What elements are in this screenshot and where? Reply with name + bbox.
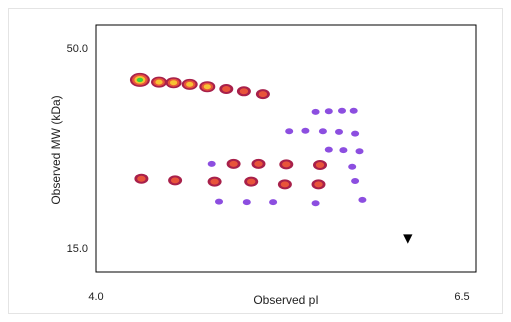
spot-10 [324, 108, 333, 115]
spot-5 [199, 81, 216, 93]
spot-6 [219, 84, 234, 94]
spot-38 [358, 196, 367, 203]
spots-layer [129, 72, 367, 207]
spot-21 [207, 160, 216, 167]
spot-17 [351, 130, 360, 137]
spot-9 [311, 108, 320, 115]
spot-7 [236, 86, 251, 97]
triangle-marker-icon: ▼ [400, 231, 416, 248]
spot-1 [129, 72, 150, 87]
spot-11 [338, 107, 346, 114]
spot-18 [324, 146, 333, 153]
spot-2 [151, 76, 167, 88]
spot-20 [355, 148, 364, 155]
spot-25 [313, 160, 327, 170]
spot-36 [269, 199, 278, 206]
spot-24 [279, 159, 294, 170]
x-tick-label-left: 4.0 [88, 291, 103, 303]
spot-27 [134, 173, 149, 184]
y-tick-label-bottom: 15.0 [67, 243, 88, 255]
spot-22 [226, 158, 241, 169]
spot-12 [349, 107, 358, 114]
spot-29 [207, 176, 222, 187]
spot-37 [311, 200, 320, 207]
spot-14 [301, 127, 310, 134]
y-tick-label-top: 50.0 [67, 43, 88, 55]
spot-8 [255, 89, 270, 100]
spot-16 [335, 128, 343, 135]
spot-23 [251, 158, 266, 169]
spot-35 [242, 199, 251, 206]
spot-31 [277, 179, 292, 190]
spot-19 [339, 147, 348, 154]
spot-4 [181, 78, 198, 90]
spot-33 [351, 178, 360, 184]
spot-30 [244, 176, 259, 187]
spot-26 [348, 163, 357, 170]
x-tick-label-right: 6.5 [454, 291, 469, 303]
x-axis-label: Observed pI [253, 293, 318, 307]
spot-3 [165, 77, 182, 89]
spot-13 [285, 128, 294, 135]
plot-area [95, 24, 477, 273]
spot-28 [168, 175, 183, 186]
spot-32 [311, 179, 326, 190]
spot-34 [215, 198, 223, 205]
y-axis-label: Observed MW (kDa) [49, 95, 63, 204]
spot-15 [318, 128, 327, 135]
